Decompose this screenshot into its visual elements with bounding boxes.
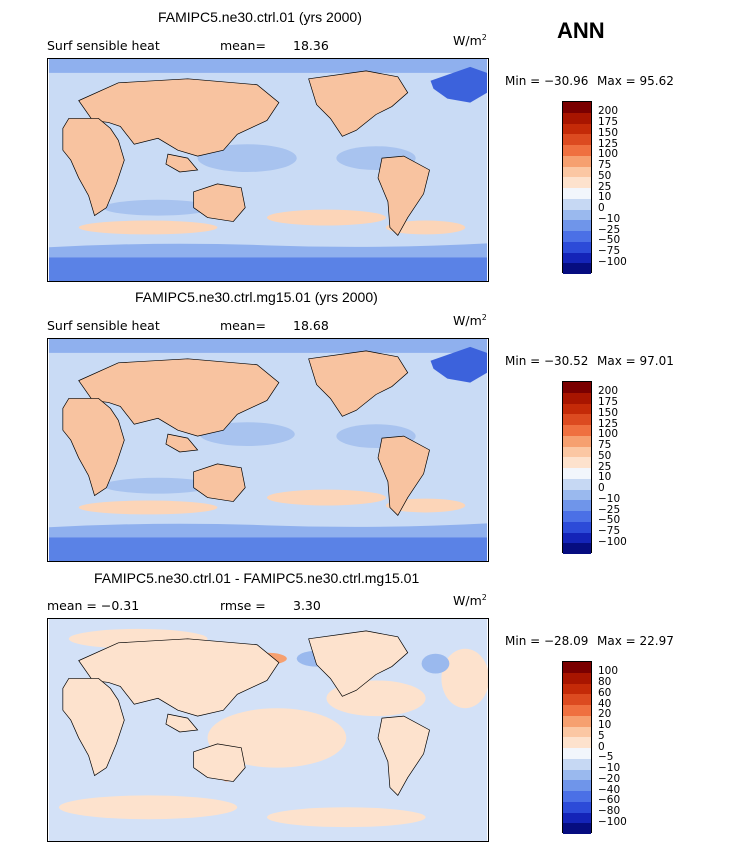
panel-1-stat-value: 18.36 [293, 38, 329, 53]
tick-label: 60 [598, 686, 612, 699]
panel-2-units: W/m2 [453, 313, 487, 329]
panel-1-max: Max = 95.62 [597, 74, 674, 88]
tick-label: 0 [598, 482, 605, 494]
panel-2-min: Min = −30.52 [505, 354, 589, 368]
tick-label: −60 [598, 794, 621, 807]
panel-1-min: Min = −30.96 [505, 74, 589, 88]
panel-3-colorbar-ticks: 100 80 60 40 20 10 5 0 −5 −10 −20 −40 −6… [598, 661, 638, 833]
tick-label: 0 [598, 202, 605, 214]
panel-1-map [47, 58, 489, 282]
tick-label: 125 [598, 417, 619, 430]
tick-label: −10 [598, 762, 621, 774]
tick-label: −50 [598, 514, 621, 527]
tick-label: −5 [598, 751, 614, 764]
tick-label: −75 [598, 525, 621, 537]
tick-label: −20 [598, 772, 621, 785]
panel-1-colorbar [562, 101, 592, 274]
tick-label: −25 [598, 223, 621, 236]
panel-3-stat-label: rmse = [220, 598, 266, 613]
tick-label: 10 [598, 191, 612, 204]
panel-3-max: Max = 22.97 [597, 634, 674, 648]
tick-label: 20 [598, 708, 612, 721]
tick-label: 175 [598, 116, 619, 128]
panel-3-min: Min = −28.09 [505, 634, 589, 648]
panel-2-variable-label: Surf sensible heat [47, 318, 160, 333]
tick-label: 75 [598, 159, 612, 171]
tick-label: −80 [598, 805, 621, 817]
panel-3-mean-label: mean = −0.31 [47, 598, 140, 613]
panel-3-units: W/m2 [453, 593, 487, 609]
panel-1-variable-label: Surf sensible heat [47, 38, 160, 53]
panel-1-stat-label: mean= [220, 38, 266, 53]
panel-1-title: FAMIPC5.ne30.ctrl.01 (yrs 2000) [158, 9, 362, 25]
season-label: ANN [557, 18, 605, 43]
panel-2-stat-value: 18.68 [293, 318, 329, 333]
tick-label: 10 [598, 719, 612, 731]
tick-label: −75 [598, 245, 621, 257]
panel-2-title: FAMIPC5.ne30.ctrl.mg15.01 (yrs 2000) [135, 289, 378, 305]
tick-label: 100 [598, 428, 619, 441]
panel-3-colorbar [562, 661, 592, 834]
tick-label: 50 [598, 169, 612, 182]
panel-3-title: FAMIPC5.ne30.ctrl.01 - FAMIPC5.ne30.ctrl… [94, 570, 420, 586]
tick-label: 10 [598, 471, 612, 484]
tick-label: 25 [598, 460, 612, 473]
panel-2-stat-label: mean= [220, 318, 266, 333]
tick-label: −10 [598, 212, 621, 225]
tick-label: 200 [598, 105, 619, 118]
tick-label: −25 [598, 503, 621, 516]
panel-2-colorbar [562, 381, 592, 554]
tick-label: 100 [598, 665, 619, 678]
tick-label: 175 [598, 396, 619, 408]
tick-label: −100 [598, 535, 627, 548]
tick-label: 40 [598, 697, 612, 710]
tick-label: 75 [598, 439, 612, 451]
tick-label: 5 [598, 729, 605, 742]
tick-label: 150 [598, 406, 619, 419]
panel-2-max: Max = 97.01 [597, 354, 674, 368]
tick-label: 125 [598, 137, 619, 150]
tick-label: 25 [598, 180, 612, 193]
tick-label: −100 [598, 815, 627, 828]
tick-label: −40 [598, 783, 621, 796]
panel-1-units: W/m2 [453, 33, 487, 49]
tick-label: −50 [598, 234, 621, 247]
tick-label: −10 [598, 492, 621, 505]
panel-1-colorbar-ticks: 200 175 150 125 100 75 50 25 10 0 −10 −2… [598, 101, 638, 273]
panel-2-colorbar-ticks: 200 175 150 125 100 75 50 25 10 0 −10 −2… [598, 381, 638, 553]
tick-label: 150 [598, 126, 619, 139]
tick-label: 200 [598, 385, 619, 398]
tick-label: 50 [598, 449, 612, 462]
tick-label: 100 [598, 148, 619, 161]
tick-label: 0 [598, 740, 605, 753]
tick-label: 80 [598, 676, 612, 688]
tick-label: −100 [598, 255, 627, 268]
panel-3-stat-value: 3.30 [293, 598, 321, 613]
panel-2-map [47, 338, 489, 562]
panel-3-map [47, 618, 489, 842]
